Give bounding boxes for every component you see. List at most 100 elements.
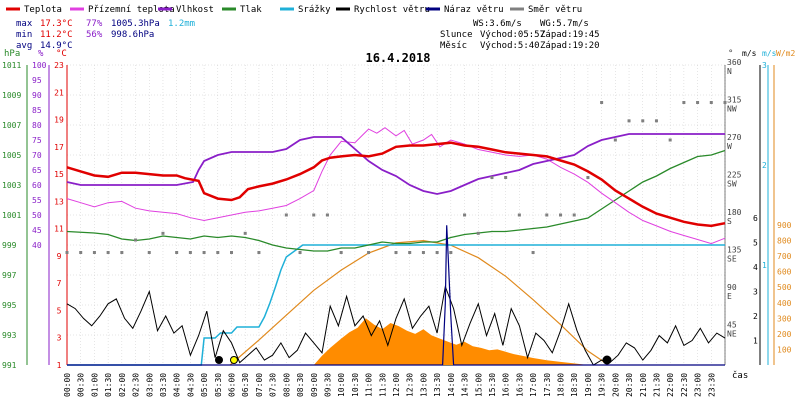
axis-header-ms-right: m/s xyxy=(762,49,777,58)
stat-max-hum: 77% xyxy=(86,19,103,29)
wind-direction-dot xyxy=(339,251,343,254)
legend-label: Vlhkost xyxy=(176,5,214,15)
tick-label-time: 12:00 xyxy=(392,373,401,397)
axis-header-degc: °C xyxy=(56,49,67,59)
tick-label-time: 05:30 xyxy=(214,373,223,397)
tick-label-time: 10:30 xyxy=(351,373,360,397)
tick-label-humidity: 95 xyxy=(32,76,42,85)
wind-gust-info: WG:5.7m/s xyxy=(540,19,589,29)
tick-label-solar: 800 xyxy=(777,237,792,246)
tick-label-humidity: 90 xyxy=(32,91,42,100)
tick-label-pressure: 995 xyxy=(2,301,17,310)
tick-label-direction: 360 xyxy=(727,58,742,67)
wind-direction-dot xyxy=(421,251,425,254)
wind-speed-info: WS:3.6m/s xyxy=(473,19,522,29)
tick-label-direction: 135 xyxy=(727,246,742,255)
wind-direction-dot xyxy=(408,251,412,254)
rain-line xyxy=(67,244,725,366)
tick-label-solar: 100 xyxy=(777,345,792,354)
tick-label-compass: NW xyxy=(727,105,737,114)
wind-direction-dot xyxy=(92,251,96,254)
axis-header-pct: % xyxy=(38,49,44,59)
legend-label: Přízemní teplota xyxy=(88,5,175,15)
tick-label-time: 03:00 xyxy=(145,373,154,397)
tick-label-time: 22:30 xyxy=(680,373,689,397)
stat-max-temp: 17.3°C xyxy=(40,19,73,29)
tick-label-solar: 700 xyxy=(777,252,792,261)
wind-direction-dot xyxy=(120,251,124,254)
wind-direction-dot xyxy=(545,213,549,217)
tick-label-time: 20:00 xyxy=(611,373,620,397)
tick-label-temperature: 15 xyxy=(54,170,64,179)
tick-label-time: 16:30 xyxy=(515,373,524,397)
wind-direction-dot xyxy=(586,176,590,179)
tick-label-time: 00:00 xyxy=(63,373,72,397)
wind-direction-dot xyxy=(298,251,302,254)
tick-label-time: 11:30 xyxy=(378,373,387,397)
stats-panel: max 17.3°C 77% 1005.3hPa 1.2mm min 11.2°… xyxy=(16,19,600,51)
wind-direction-dot xyxy=(463,213,467,217)
tick-label-humidity: 70 xyxy=(32,151,42,160)
tick-label-wind-left: 2 xyxy=(753,312,758,321)
wind-direction-dot xyxy=(517,213,521,217)
tick-label-humidity: 50 xyxy=(32,211,42,220)
wind-direction-dot xyxy=(668,138,672,142)
tick-label-temperature: 3 xyxy=(57,334,62,343)
tick-label-time: 14:30 xyxy=(461,373,470,397)
markers xyxy=(215,355,612,365)
tick-label-time: 21:30 xyxy=(652,373,661,397)
wind-direction-dot xyxy=(723,101,727,104)
legend-label: Tlak xyxy=(240,5,262,15)
tick-label-humidity: 45 xyxy=(32,226,42,235)
tick-label-time: 21:00 xyxy=(639,373,648,397)
sunset-marker xyxy=(602,355,612,365)
tick-label-time: 15:00 xyxy=(474,373,483,397)
tick-label-solar: 400 xyxy=(777,299,792,308)
tick-label-time: 04:30 xyxy=(186,373,195,397)
wind-direction-dot xyxy=(367,251,371,254)
tick-label-compass: E xyxy=(727,292,732,301)
tick-label-time: 05:00 xyxy=(200,373,209,397)
tick-label-temperature: 23 xyxy=(54,61,64,70)
tick-label-solar: 500 xyxy=(777,283,792,292)
tick-label-pressure: 993 xyxy=(2,331,17,340)
tick-label-time: 17:30 xyxy=(543,373,552,397)
tick-label-temperature: 1 xyxy=(57,361,62,370)
tick-label-pressure: 1003 xyxy=(2,181,21,190)
wind-direction-dot xyxy=(654,119,658,123)
tick-label-wind-right: 3 xyxy=(762,61,767,70)
tick-label-wind-right: 2 xyxy=(762,161,767,170)
tick-label-time: 16:00 xyxy=(502,373,511,397)
chart-date: 16.4.2018 xyxy=(365,51,430,65)
wind-direction-dot xyxy=(243,231,247,235)
sunrise-marker xyxy=(215,356,223,364)
tick-label-temperature: 7 xyxy=(57,279,62,288)
tick-label-temperature: 21 xyxy=(54,88,64,97)
axis-header-hpa: hPa xyxy=(4,49,20,59)
stat-min-label: min xyxy=(16,30,32,40)
tick-label-compass: SW xyxy=(727,180,737,189)
tick-label-time: 22:00 xyxy=(666,373,675,397)
tick-label-humidity: 40 xyxy=(32,241,42,250)
tick-label-wind-left: 1 xyxy=(753,337,758,346)
wind-direction-dot xyxy=(490,176,494,179)
moon-label: Měsíc xyxy=(440,41,467,51)
stat-min-hum: 56% xyxy=(86,30,103,40)
tick-label-time: 13:00 xyxy=(419,373,428,397)
tick-label-time: 18:30 xyxy=(570,373,579,397)
legend-label: Směr větru xyxy=(528,5,582,15)
tick-label-time: 07:00 xyxy=(255,373,264,397)
pressure-line xyxy=(66,149,726,252)
wind-gust-line xyxy=(67,225,725,366)
wind-speed-line xyxy=(66,284,726,366)
tick-label-time: 19:00 xyxy=(584,373,593,397)
tick-label-time: 13:30 xyxy=(433,373,442,397)
wind-direction-dot xyxy=(284,213,288,217)
sun-rise: Východ:05:57 xyxy=(480,30,545,40)
tick-label-direction: 45 xyxy=(727,321,737,330)
tick-label-direction: 225 xyxy=(727,171,742,180)
wind-direction-dot xyxy=(106,251,110,254)
tick-label-solar: 200 xyxy=(777,330,792,339)
tick-label-wind-right: 1 xyxy=(762,261,767,270)
